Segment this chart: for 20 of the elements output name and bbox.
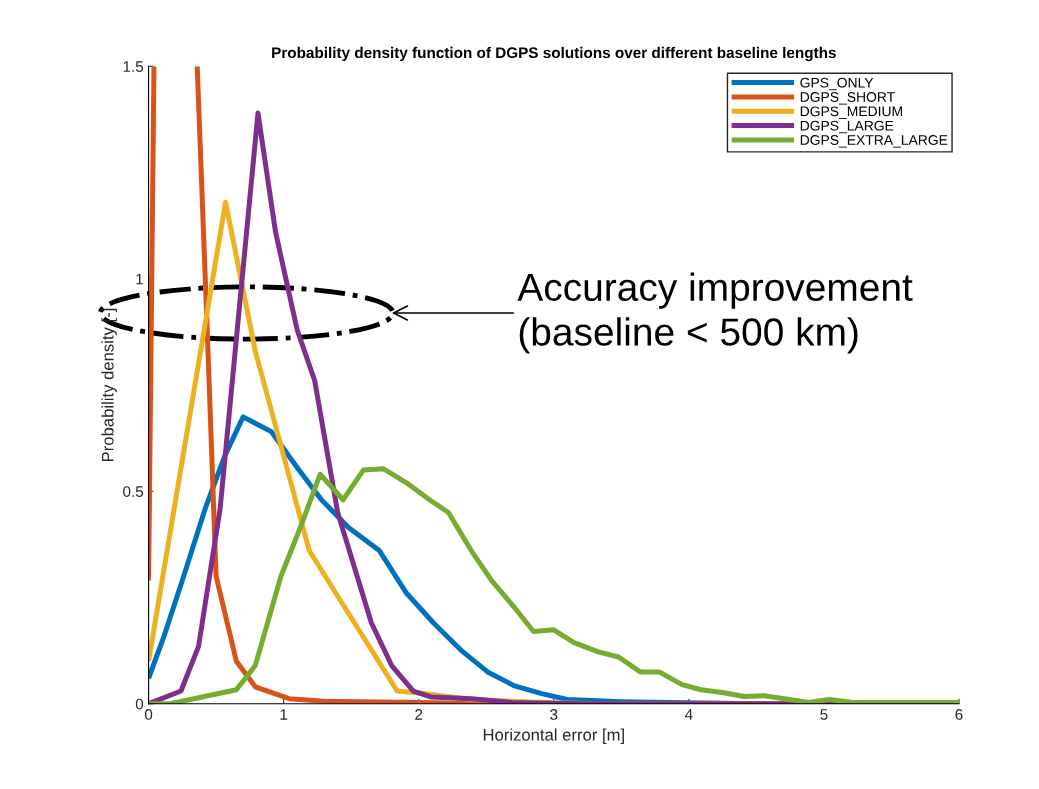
chart-title: Probability density function of DGPS solutions over different baseline lengths: [272, 46, 836, 62]
legend-label: GPS_ONLY: [800, 77, 874, 91]
legend-label: DGPS_LARGE: [800, 120, 894, 134]
y-tick-label: 0.5: [123, 486, 144, 497]
annotation: Accuracy improvement (baseline < 500 km): [517, 272, 913, 354]
y-tick-label: 0: [135, 698, 144, 710]
x-tick-label: 3: [550, 709, 558, 720]
legend-label: DGPS_EXTRA_LARGE: [800, 135, 948, 148]
y-axis-title: Probability density [-]: [101, 308, 117, 462]
x-tick-label: 6: [955, 709, 963, 720]
x-axis-title: Horizontal error [m]: [483, 728, 624, 744]
legend-label: DGPS_SHORT: [800, 92, 895, 105]
x-tick-label: 4: [684, 709, 693, 720]
y-tick-label: 1: [136, 273, 143, 285]
y-tick-label: 1.5: [123, 61, 144, 72]
x-tick-label: 2: [415, 709, 423, 720]
x-tick-label: 1: [280, 709, 288, 720]
x-tick-label: 0: [144, 709, 153, 720]
legend-label: DGPS_MEDIUM: [800, 106, 902, 119]
x-tick-label: 5: [820, 709, 828, 720]
